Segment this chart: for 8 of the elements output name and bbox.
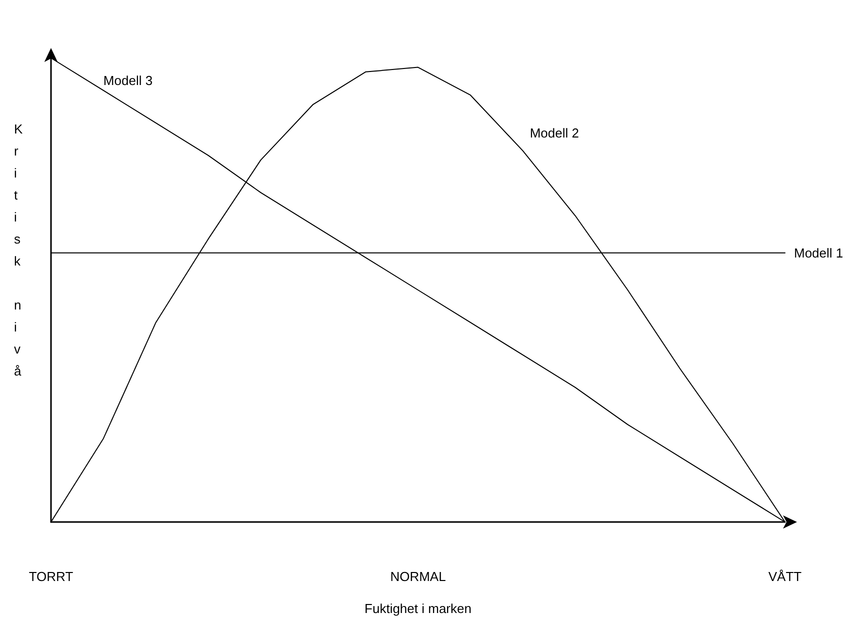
series-label: Modell 2 <box>530 125 579 140</box>
x-tick-label: TORRT <box>28 569 74 584</box>
series-label: Modell 3 <box>103 72 153 88</box>
x-axis-title: Fuktighet i marken <box>364 601 472 616</box>
x-tick-label: NORMAL <box>390 569 446 584</box>
series-label: Modell 1 <box>794 245 844 260</box>
x-tick-label: VÅTT <box>768 569 802 584</box>
text: Kritisk nivå <box>14 122 23 378</box>
